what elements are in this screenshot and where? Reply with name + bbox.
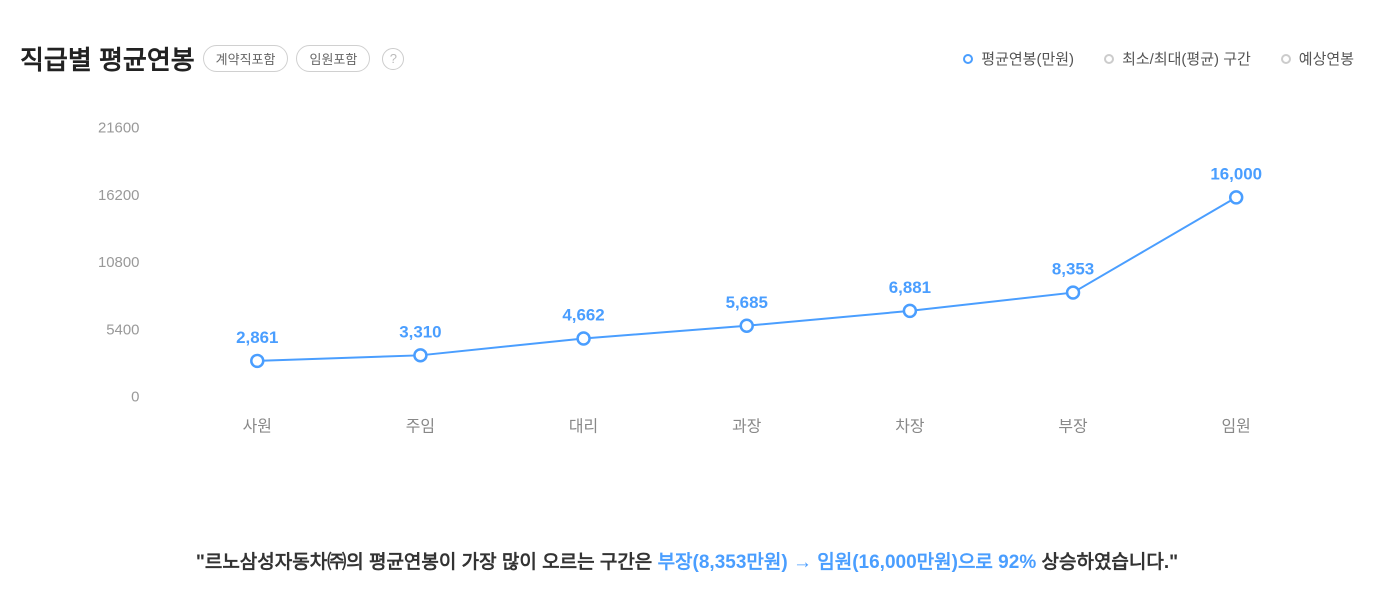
chart-svg: 0 5400 10800 16200 21600 사원 주임 대리 과장 차장 부장 임원 2,861 3… [20,107,1354,467]
svg-text:10800: 10800 [98,254,139,271]
svg-text:5400: 5400 [106,321,139,338]
svg-text:6,881: 6,881 [889,278,931,297]
legend-label: 최소/최대(평균) 구간 [1122,48,1251,69]
svg-text:16200: 16200 [98,187,139,204]
legend-item-est[interactable]: 예상연봉 [1281,48,1354,69]
title-group: 직급별 평균연봉 계약직포함 임원포함 ? [20,40,404,77]
svg-text:임원: 임원 [1222,417,1251,435]
header: 직급별 평균연봉 계약직포함 임원포함 ? 평균연봉(만원) 최소/최대(평균)… [20,40,1354,77]
summary-highlight: 부장(8,353만원) → 임원(16,000만원)으로 92% [658,552,1037,573]
badge-executive[interactable]: 임원포함 [296,45,370,72]
svg-text:과장: 과장 [732,417,762,435]
summary-prefix: "르노삼성자동차㈜의 평균연봉이 가장 많이 오르는 구간은 [196,552,658,573]
svg-text:21600: 21600 [98,120,139,137]
svg-text:5,685: 5,685 [726,293,768,312]
svg-text:4,662: 4,662 [562,306,604,325]
salary-chart: 0 5400 10800 16200 21600 사원 주임 대리 과장 차장 부장 임원 2,861 3… [20,107,1354,467]
svg-text:0: 0 [131,388,139,405]
legend-marker-icon [1281,54,1291,64]
legend-item-avg[interactable]: 평균연봉(만원) [963,48,1074,69]
svg-text:부장: 부장 [1058,417,1088,435]
svg-text:사원: 사원 [243,417,272,435]
svg-text:2,861: 2,861 [236,328,278,347]
summary-text: "르노삼성자동차㈜의 평균연봉이 가장 많이 오르는 구간은 부장(8,353만… [0,547,1374,574]
legend-item-range[interactable]: 최소/최대(평균) 구간 [1104,48,1251,69]
svg-text:대리: 대리 [569,417,598,435]
legend-marker-icon [963,54,973,64]
svg-text:16,000: 16,000 [1210,164,1262,183]
legend: 평균연봉(만원) 최소/최대(평균) 구간 예상연봉 [963,48,1354,69]
page-title: 직급별 평균연봉 [20,40,195,77]
legend-label: 예상연봉 [1299,48,1354,69]
svg-text:3,310: 3,310 [399,322,441,341]
help-icon[interactable]: ? [382,48,404,70]
svg-text:주임: 주임 [406,417,435,435]
svg-text:차장: 차장 [895,417,925,435]
svg-text:8,353: 8,353 [1052,260,1094,279]
legend-label: 평균연봉(만원) [981,48,1074,69]
badge-contract[interactable]: 계약직포함 [203,45,289,72]
legend-marker-icon [1104,54,1114,64]
summary-suffix: 상승하였습니다." [1036,552,1178,573]
